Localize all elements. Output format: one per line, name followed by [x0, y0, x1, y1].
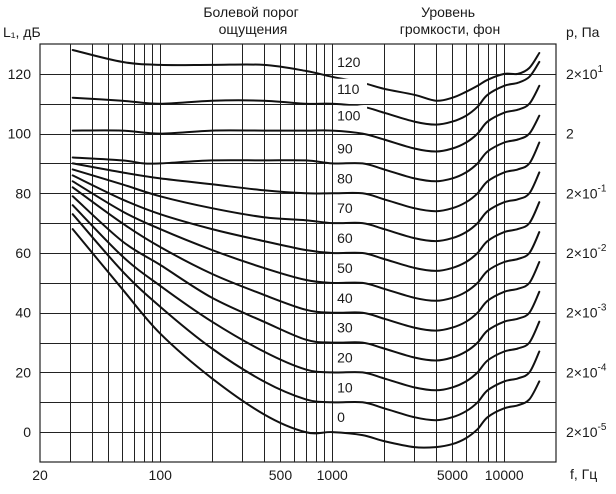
- x-tick-label: 500: [269, 467, 293, 483]
- y-tick-label: 20: [15, 364, 31, 380]
- curve-label-0: 0: [337, 409, 345, 425]
- curve-label-bg: [333, 168, 358, 187]
- right-tick-label: 2×10-2: [566, 243, 607, 261]
- right-tick-label: 2×101: [566, 64, 604, 82]
- curve-label-bg: [333, 51, 368, 70]
- loudness-curve-20: [71, 204, 541, 392]
- x-axis-labels: 20 100 500 1000 5000 10000: [32, 467, 524, 483]
- y-tick-label: 120: [8, 66, 32, 82]
- y-axis-left-labels: 120 100 80 60 40 20 0: [8, 66, 32, 440]
- y-axis-right-title: p, Па: [566, 24, 600, 40]
- right-tick-label: 2×10-5: [566, 422, 607, 440]
- curve-label-100: 100: [337, 108, 361, 124]
- curve-label-bg: [333, 228, 358, 247]
- loudness-curve-0: [71, 228, 541, 449]
- pain-threshold-line-2: ощущения: [219, 21, 288, 37]
- loudness-curve-60: [71, 174, 541, 272]
- y-tick-label: 0: [23, 424, 31, 440]
- plot-frame: [39, 43, 557, 463]
- curve-label-30: 30: [337, 320, 353, 336]
- chart-title-line-2: громкости, фон: [400, 21, 500, 37]
- curve-label-bg: [333, 377, 358, 396]
- curve-label-90: 90: [337, 141, 353, 157]
- loudness-curve-110: [71, 60, 541, 126]
- curve-label-60: 60: [337, 230, 353, 246]
- y-tick-label: 100: [8, 126, 32, 142]
- x-tick-label: 10000: [485, 467, 524, 483]
- curve-label-bg: [333, 198, 358, 217]
- curve-label-70: 70: [337, 200, 353, 216]
- curve-label-bg: [333, 347, 358, 366]
- curve-label-bg: [333, 78, 368, 97]
- y-axis-left-title: L₁, дБ: [3, 24, 41, 40]
- curve-label-80: 80: [337, 170, 353, 186]
- curve-label-bg: [333, 105, 368, 124]
- y-tick-label: 60: [15, 245, 31, 261]
- curve-label-bg: [333, 287, 358, 306]
- curve-label-bg: [333, 317, 358, 336]
- curve-label-50: 50: [337, 260, 353, 276]
- curve-label-bg: [333, 407, 358, 426]
- loudness-curve-100: [71, 84, 541, 153]
- loudness-curve-70: [71, 168, 541, 243]
- pain-threshold-line-1: Болевой порог: [203, 4, 298, 20]
- y-tick-label: 40: [15, 305, 31, 321]
- x-axis-title: f, Гц: [570, 466, 597, 482]
- y-tick-label: 80: [15, 185, 31, 201]
- right-tick-label: 2×10-4: [566, 362, 607, 380]
- curve-label-10: 10: [337, 379, 353, 395]
- x-tick-label: 5000: [437, 467, 468, 483]
- curves: [71, 49, 541, 449]
- x-tick-label: 1000: [317, 467, 348, 483]
- curve-label-bg: [333, 138, 358, 157]
- x-tick-label: 20: [32, 467, 48, 483]
- curve-label-20: 20: [337, 350, 353, 366]
- curve-label-120: 120: [337, 54, 361, 70]
- chart-title-line-1: Уровень: [421, 4, 475, 20]
- loudness-curve-120: [71, 49, 541, 102]
- curve-label-40: 40: [337, 290, 353, 306]
- loudness-curve-10: [71, 213, 541, 422]
- curve-label-bg: [333, 257, 358, 276]
- right-tick-label: 2×10-3: [566, 303, 607, 321]
- x-tick-label: 100: [149, 467, 173, 483]
- grid: [40, 44, 556, 462]
- loudness-curve-50: [71, 180, 541, 302]
- pain-threshold-annotation: Болевой порог ощущения: [203, 4, 302, 37]
- y-axis-right-labels: 2×101 2 2×10-1 2×10-2 2×10-3 2×10-4 2×10-5: [566, 64, 607, 440]
- curve-labels: 0 10 20 30 40 50 60 70 80 90 100 110 120: [333, 51, 368, 426]
- chart-title: Уровень громкости, фон: [400, 4, 500, 37]
- loudness-curve-40: [71, 186, 541, 332]
- right-tick-label: 2: [566, 126, 574, 142]
- loudness-curve-80: [71, 141, 541, 213]
- curve-label-110: 110: [337, 81, 360, 97]
- loudness-curve-90: [71, 114, 541, 183]
- loudness-curve-30: [71, 195, 541, 362]
- right-tick-label: 2×10-1: [566, 183, 607, 201]
